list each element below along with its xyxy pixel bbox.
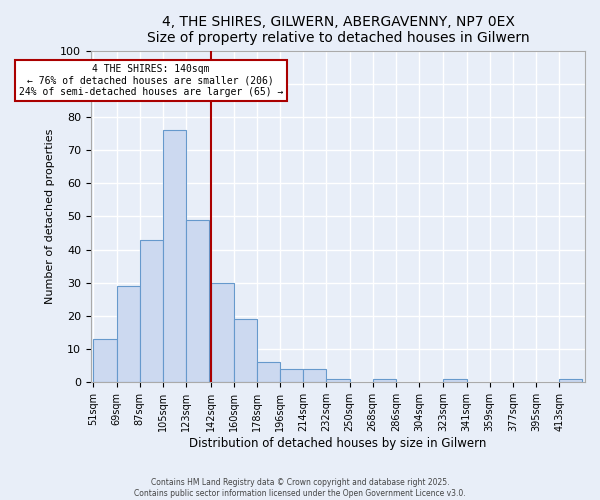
- Bar: [211, 283, 234, 382]
- Bar: [116, 286, 140, 382]
- Bar: [94, 339, 116, 382]
- Bar: [559, 379, 583, 382]
- Bar: [257, 362, 280, 382]
- Text: 4 THE SHIRES: 140sqm
← 76% of detached houses are smaller (206)
24% of semi-deta: 4 THE SHIRES: 140sqm ← 76% of detached h…: [19, 64, 283, 97]
- Bar: [163, 130, 186, 382]
- Bar: [443, 379, 467, 382]
- X-axis label: Distribution of detached houses by size in Gilwern: Distribution of detached houses by size …: [189, 437, 487, 450]
- Bar: [326, 379, 350, 382]
- Bar: [303, 369, 326, 382]
- Bar: [186, 220, 209, 382]
- Bar: [234, 320, 257, 382]
- Title: 4, THE SHIRES, GILWERN, ABERGAVENNY, NP7 0EX
Size of property relative to detach: 4, THE SHIRES, GILWERN, ABERGAVENNY, NP7…: [146, 15, 529, 45]
- Bar: [140, 240, 163, 382]
- Text: Contains HM Land Registry data © Crown copyright and database right 2025.
Contai: Contains HM Land Registry data © Crown c…: [134, 478, 466, 498]
- Bar: [373, 379, 396, 382]
- Y-axis label: Number of detached properties: Number of detached properties: [44, 129, 55, 304]
- Bar: [280, 369, 303, 382]
